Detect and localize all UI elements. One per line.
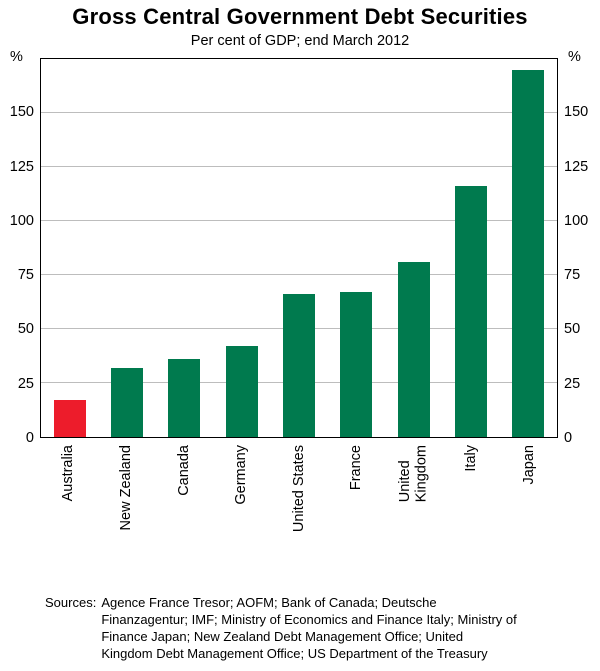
y-axis-unit-left: %: [10, 49, 23, 66]
y-tick-label-0: 0: [25, 430, 34, 446]
y-axis-right: % 0 25 50 75 100 125 150: [558, 49, 600, 446]
x-label-slot-germany: Germany: [213, 445, 271, 580]
y-tick-label-50: 50: [17, 321, 34, 338]
x-label-slot-new-zealand: New Zealand: [98, 445, 156, 580]
chart-title: Gross Central Government Debt Securities: [72, 4, 528, 29]
y-tick-label-125: 125: [564, 158, 589, 175]
x-label-slot-japan: Japan: [501, 445, 559, 580]
y-tick-label-100: 100: [564, 212, 589, 229]
y-tick-label-50: 50: [564, 321, 581, 338]
y-tick-label-125: 125: [9, 158, 34, 175]
y-tick-label-150: 150: [9, 104, 34, 121]
bar-slot-france: [328, 59, 385, 437]
plot-area: [40, 58, 558, 438]
x-label-slot-canada: Canada: [155, 445, 213, 580]
chart-subtitle: Per cent of GDP; end March 2012: [190, 33, 410, 49]
y-axis-unit-right: %: [568, 49, 581, 66]
corner-left: [0, 438, 40, 580]
y-tick-label-75: 75: [17, 267, 34, 284]
x-tick-label-canada: Canada: [175, 445, 192, 496]
y-tick-label-0: 0: [564, 430, 573, 446]
bar-new-zealand: [110, 367, 143, 437]
bar-slot-italy: [442, 59, 499, 437]
bar-slot-new-zealand: [98, 59, 155, 437]
sources-label: Sources:: [45, 595, 97, 610]
sources-text: Agence France Tresor; AOFM; Bank of Cana…: [101, 595, 517, 662]
x-tick-label-united-states: United States: [290, 445, 307, 533]
bar-australia: [53, 400, 86, 437]
x-tick-label-new-zealand: New Zealand: [118, 445, 134, 531]
bar-italy: [454, 186, 487, 437]
bar-united-kingdom: [397, 262, 430, 437]
y-tick-label-25: 25: [564, 375, 581, 392]
y-tick-label-75: 75: [564, 267, 581, 284]
bar-slot-canada: [156, 59, 213, 437]
y-tick-label-25: 25: [17, 375, 34, 392]
x-label-slot-united-states: United States: [270, 445, 328, 580]
bar-chart: % 0 25 50 75 100 125 150 % 0 25 50 75 100 125 150 Au…: [0, 49, 600, 580]
x-label-slot-united-kingdom: United Kingdom: [385, 445, 443, 580]
gridline-75: [41, 274, 557, 275]
bar-slot-germany: [213, 59, 270, 437]
x-tick-label-italy: Italy: [463, 445, 480, 472]
bar-united-states: [282, 294, 315, 437]
x-tick-label-australia: Australia: [60, 445, 77, 502]
x-axis-labels: Australia New Zealand Canada Germany United …: [40, 438, 558, 580]
gridline-125: [41, 166, 557, 167]
x-label-slot-australia: Australia: [40, 445, 98, 580]
gridline-100: [41, 220, 557, 221]
bar-slot-australia: [41, 59, 98, 437]
x-label-slot-france: France: [328, 445, 386, 580]
x-tick-label-japan: Japan: [520, 445, 537, 485]
bar-germany: [225, 346, 258, 437]
y-tick-label-100: 100: [9, 212, 34, 229]
x-label-slot-italy: Italy: [443, 445, 501, 580]
sources-note: Sources: Agence France Tresor; AOFM; Ban…: [45, 594, 517, 663]
bar-france: [340, 292, 373, 437]
corner-right: [558, 438, 600, 580]
y-axis-left: % 0 25 50 75 100 125 150: [0, 49, 40, 446]
bar-slot-japan: [500, 59, 557, 437]
bars: [41, 59, 557, 437]
bar-slot-united-states: [270, 59, 327, 437]
x-tick-label-united-kingdom: United Kingdom: [397, 445, 431, 503]
x-tick-label-germany: Germany: [233, 445, 250, 505]
bar-slot-united-kingdom: [385, 59, 442, 437]
x-tick-label-france: France: [348, 445, 365, 491]
y-tick-label-150: 150: [564, 104, 589, 121]
gridline-150: [41, 112, 557, 113]
bar-japan: [512, 69, 545, 437]
bar-canada: [168, 359, 201, 437]
